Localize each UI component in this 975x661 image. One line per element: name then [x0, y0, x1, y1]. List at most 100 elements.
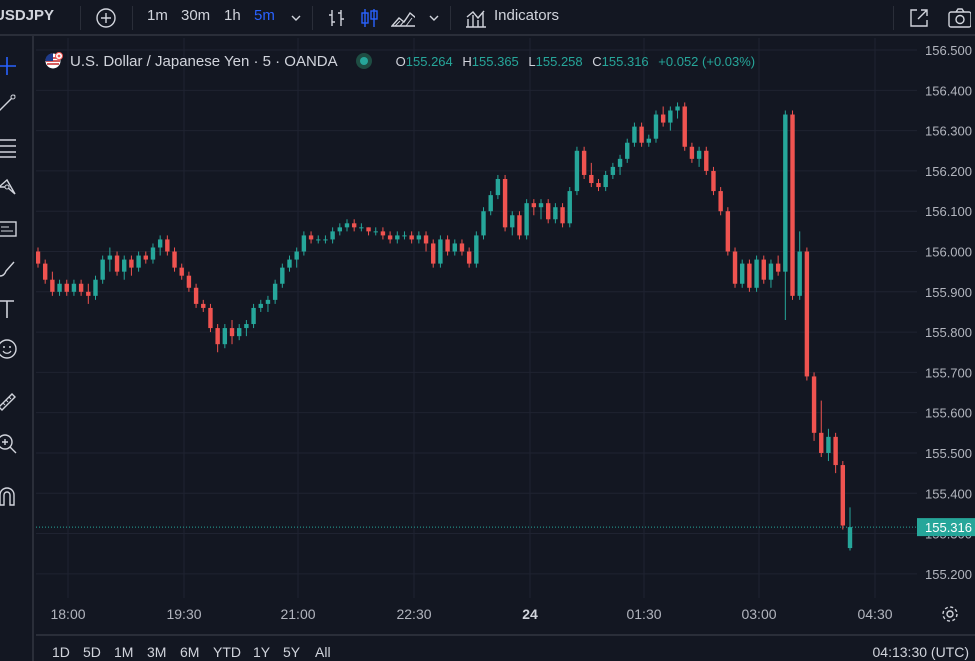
- candle-body: [668, 110, 673, 123]
- magnet-tool-button[interactable]: [0, 483, 20, 509]
- price-tick-label: 156.300: [925, 124, 972, 139]
- candle: [466, 247, 472, 268]
- candle: [129, 255, 134, 276]
- magnet-icon: [0, 487, 15, 506]
- measure-tool-button[interactable]: [0, 389, 20, 415]
- symbol-title[interactable]: U.S. Dollar / Japanese Yen · 5 · OANDA: [70, 52, 338, 70]
- time-tick-label: 24: [522, 606, 538, 622]
- top-toolbar: USDJPY 1m 30m 1h 5m Indicators: [0, 0, 975, 36]
- candle: [402, 231, 407, 240]
- interval-5m-button[interactable]: 5m: [254, 7, 275, 24]
- range-ytd-button[interactable]: YTD: [213, 644, 241, 660]
- candle-body: [589, 174, 594, 184]
- candle-body: [804, 251, 810, 377]
- candle-body: [768, 263, 774, 280]
- candle-body: [660, 114, 666, 123]
- interval-dropdown-button[interactable]: [284, 6, 308, 30]
- candle-body: [323, 239, 328, 241]
- open-label: O: [395, 53, 406, 69]
- candle-body: [301, 235, 307, 252]
- camera-icon: [948, 8, 971, 28]
- candle: [323, 235, 328, 244]
- interval-30m-button[interactable]: 30m: [181, 7, 211, 24]
- price-chart[interactable]: [36, 38, 917, 598]
- candle-body: [596, 183, 601, 188]
- chart-type-dropdown-button[interactable]: [422, 6, 446, 30]
- candle: [215, 324, 220, 353]
- snapshot-button[interactable]: [947, 6, 971, 30]
- zoom-tool-button[interactable]: [0, 431, 20, 457]
- crosshair-icon: [0, 57, 16, 75]
- candle-body: [165, 239, 170, 252]
- chart-settings-button[interactable]: [940, 604, 960, 624]
- candle: [265, 295, 271, 312]
- emoji-tool-button[interactable]: [0, 336, 20, 362]
- brush-icon: [0, 261, 15, 277]
- candle: [251, 303, 256, 329]
- range-1m-button[interactable]: 1M: [114, 644, 134, 660]
- candle: [301, 231, 307, 256]
- candle-body: [395, 235, 400, 240]
- open-value: 155.264: [405, 53, 453, 69]
- candle: [280, 263, 285, 288]
- interval-1h-button[interactable]: 1h: [224, 7, 241, 24]
- candle: [351, 219, 357, 232]
- utc-clock[interactable]: 04:13:30 (UTC): [872, 644, 969, 660]
- candle: [330, 227, 335, 244]
- candle-body: [287, 259, 292, 268]
- range-1d-button[interactable]: 1D: [52, 644, 70, 660]
- indicators-icon[interactable]: [464, 6, 488, 30]
- trend-line-tool-button[interactable]: [0, 90, 20, 116]
- candle: [308, 231, 314, 244]
- market-status-icon[interactable]: [355, 53, 372, 69]
- compare-symbol-button[interactable]: [94, 6, 118, 30]
- candle: [732, 247, 738, 288]
- smiley-icon: [0, 339, 17, 359]
- candle-body: [409, 235, 414, 240]
- range-all-button[interactable]: All: [315, 644, 331, 660]
- area-chart-type-button[interactable]: [391, 6, 415, 30]
- candle: [172, 247, 177, 272]
- symbol-search-button[interactable]: USDJPY: [0, 7, 55, 24]
- interval-1m-button[interactable]: 1m: [147, 7, 168, 24]
- candle: [438, 235, 443, 268]
- candle-body: [625, 142, 630, 159]
- range-6m-button[interactable]: 6M: [180, 644, 200, 660]
- candle-body: [93, 279, 98, 296]
- fullscreen-button[interactable]: [907, 6, 931, 30]
- candle-body: [574, 150, 580, 192]
- candles-chart-type-button[interactable]: [358, 6, 382, 30]
- candle: [395, 231, 400, 244]
- range-5y-button[interactable]: 5Y: [283, 644, 301, 660]
- text-icon: [0, 300, 14, 318]
- range-1y-button[interactable]: 1Y: [253, 644, 271, 660]
- low-label: L: [528, 53, 536, 69]
- prediction-tool-button[interactable]: [0, 216, 20, 242]
- brush-tool-button[interactable]: [0, 256, 20, 282]
- range-3m-button[interactable]: 3M: [147, 644, 167, 660]
- candle: [157, 235, 163, 256]
- chart-legend: U.S. Dollar / Japanese Yen · 5 · OANDA O…: [44, 50, 755, 72]
- candle: [768, 259, 774, 288]
- bar-chart-type-button[interactable]: [325, 6, 349, 30]
- candle: [193, 283, 199, 308]
- candle: [632, 122, 637, 147]
- candle-body: [50, 279, 55, 292]
- close-label: C: [592, 53, 602, 69]
- candle: [380, 227, 386, 240]
- candle: [653, 110, 659, 143]
- pattern-tool-button[interactable]: [0, 174, 20, 200]
- candle-body: [632, 126, 637, 143]
- candle-body: [265, 299, 271, 304]
- candle-body: [495, 178, 501, 196]
- crosshair-tool-button[interactable]: [0, 53, 20, 79]
- time-tick-label: 04:30: [857, 606, 893, 622]
- indicators-button[interactable]: Indicators: [494, 7, 560, 24]
- candle-body: [603, 174, 608, 188]
- fib-tool-button[interactable]: [0, 134, 20, 160]
- candle: [589, 162, 594, 188]
- price-axis[interactable]: 156.500 156.400 156.300 156.200 156.100 156.0…: [917, 38, 975, 598]
- range-5d-button[interactable]: 5D: [83, 644, 101, 660]
- text-tool-button[interactable]: [0, 296, 20, 322]
- candle-body: [229, 328, 235, 337]
